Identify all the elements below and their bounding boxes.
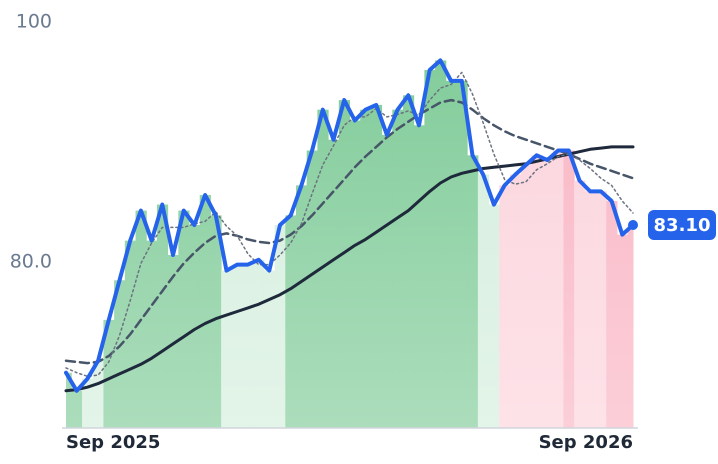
x-tick-label: Sep 2026 [539,432,633,453]
series-line [64,58,635,393]
y-tick-label: 80.0 [10,251,52,273]
series-line [64,145,635,393]
series-line [64,98,635,365]
fade-overlay [62,22,638,428]
x-tick-label: Sep 2025 [66,432,160,453]
value-label: 83.10 [654,215,711,236]
last-point [628,220,638,230]
value-badge [648,210,716,240]
series-line [65,71,634,378]
y-tick-label: 100 [16,11,52,33]
